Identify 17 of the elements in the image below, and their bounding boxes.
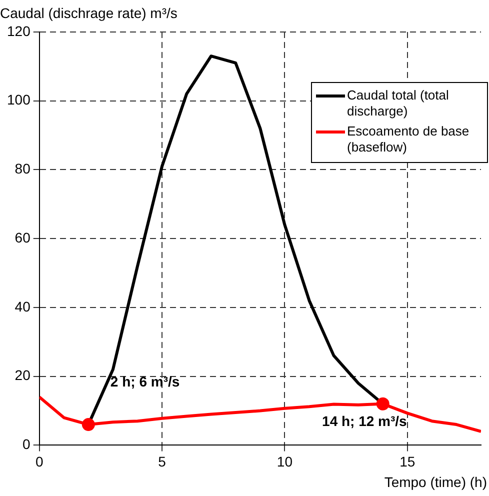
y-axis-title: Caudal (dischrage rate) m³/s <box>0 5 178 21</box>
y-tick-label: 100 <box>7 92 31 108</box>
x-tick-label: 0 <box>35 453 44 470</box>
x-axis-title: Tempo (time) (h) <box>384 474 487 490</box>
legend-label: Caudal total (total discharge) <box>347 88 450 119</box>
y-tick-label: 20 <box>14 367 31 384</box>
y-tick-label: 0 <box>22 436 31 452</box>
y-tick-label: 80 <box>14 160 31 177</box>
y-tick-label: 40 <box>14 298 31 314</box>
x-tick-label: 15 <box>400 453 416 470</box>
legend-label: Escoamento de base (baseflow) <box>347 124 470 155</box>
x-tick-label: 10 <box>276 453 293 470</box>
annotation: 14 h; 12 m³/s <box>322 412 408 429</box>
y-tick-label: 120 <box>7 22 31 39</box>
annotation: 2 h; 6 m³/s <box>110 374 180 390</box>
x-tick-label: 5 <box>158 453 166 470</box>
y-tick-label: 60 <box>14 229 31 246</box>
